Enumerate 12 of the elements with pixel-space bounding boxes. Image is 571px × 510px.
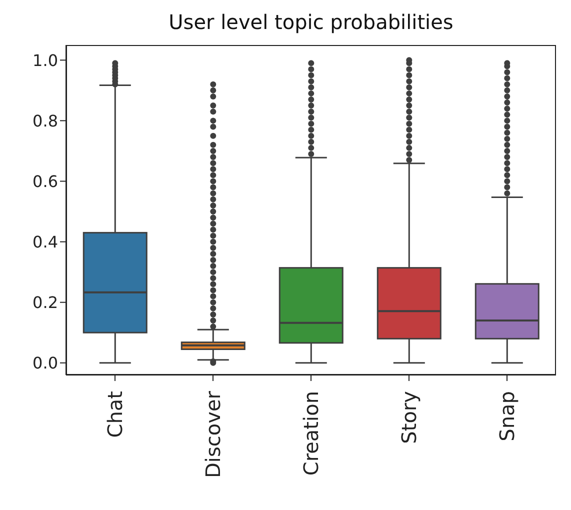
x-tick-label: Snap [495, 391, 519, 442]
chart-title: User level topic probabilities [168, 10, 454, 34]
x-tick-label: Chat [103, 390, 127, 438]
x-tick-label: Story [397, 390, 421, 444]
y-tick-label: 0.6 [32, 172, 58, 191]
y-tick-label: 0.0 [32, 354, 58, 373]
x-tick-label: Discover [201, 390, 225, 478]
y-tick-label: 0.2 [32, 293, 58, 312]
y-tick-label: 0.8 [32, 111, 58, 130]
x-tick-label: Creation [299, 391, 323, 476]
y-tick-label: 1.0 [32, 50, 58, 70]
y-tick-label: 0.4 [32, 232, 58, 252]
